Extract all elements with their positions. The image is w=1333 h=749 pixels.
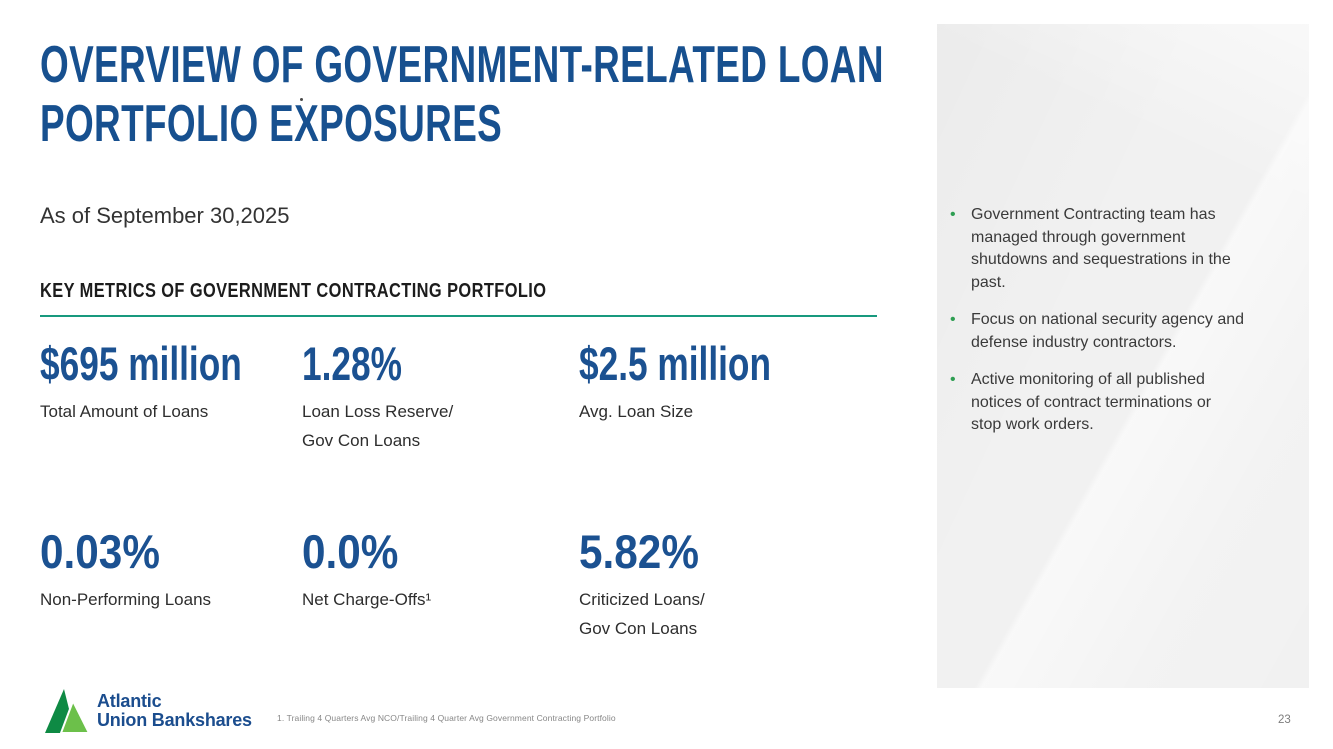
footnote: 1. Trailing 4 Quarters Avg NCO/Trailing …: [277, 713, 616, 723]
metric-net-charge-offs: 0.0% Net Charge-Offs¹: [302, 528, 572, 614]
page-title-line-1: OVERVIEW OF GOVERNMENT-RELATED LOAN: [40, 36, 884, 94]
metric-label: Net Charge-Offs¹: [302, 590, 432, 609]
metric-non-performing-loans: 0.03% Non-Performing Loans: [40, 528, 310, 614]
metric-value: 0.0%: [302, 525, 399, 578]
metric-value: 5.82%: [579, 525, 699, 578]
metric-value: $2.5 million: [579, 337, 771, 390]
as-of-date: As of September 30,2025: [40, 203, 290, 228]
bullet-icon: •: [950, 371, 956, 388]
list-item: • Government Contracting team has manage…: [950, 206, 1231, 291]
bullet-icon: •: [950, 206, 956, 223]
stray-period-artifact: [300, 98, 303, 101]
metric-total-loans: $695 million Total Amount of Loans: [40, 340, 310, 426]
sidebar-panel: • Government Contracting team has manage…: [937, 24, 1309, 688]
company-logo-text: Atlantic Union Bankshares: [97, 691, 252, 730]
page-title-line-2: PORTFOLIO EXPOSURES: [40, 95, 503, 153]
section-heading: KEY METRICS OF GOVERNMENT CONTRACTING PO…: [40, 280, 547, 302]
page-number: 23: [1278, 714, 1291, 726]
bullet-icon: •: [950, 311, 956, 328]
mountain-logo-icon: [45, 689, 89, 733]
company-logo: Atlantic Union Bankshares: [45, 689, 275, 734]
metric-value: $695 million: [40, 337, 242, 390]
metric-label: Avg. Loan Size: [579, 402, 694, 421]
metric-value: 0.03%: [40, 525, 160, 578]
list-item: • Active monitoring of all published not…: [950, 371, 1212, 433]
metric-loan-loss-reserve: 1.28% Loan Loss Reserve/ Gov Con Loans: [302, 340, 572, 455]
page-title: OVERVIEW OF GOVERNMENT-RELATED LOAN PORT…: [40, 36, 1229, 154]
metric-label: Total Amount of Loans: [40, 402, 209, 421]
metric-label: Criticized Loans/ Gov Con Loans: [579, 590, 705, 638]
section-divider: [40, 315, 877, 317]
metric-value: 1.28%: [302, 337, 402, 390]
metric-avg-loan-size: $2.5 million Avg. Loan Size: [579, 340, 849, 426]
list-item: • Focus on national security agency and …: [950, 311, 1245, 351]
metric-label: Loan Loss Reserve/ Gov Con Loans: [302, 402, 454, 450]
sidebar-bullet-list: • Government Contracting team has manage…: [949, 204, 1281, 452]
metric-label: Non-Performing Loans: [40, 590, 212, 609]
metric-criticized-loans: 5.82% Criticized Loans/ Gov Con Loans: [579, 528, 849, 643]
